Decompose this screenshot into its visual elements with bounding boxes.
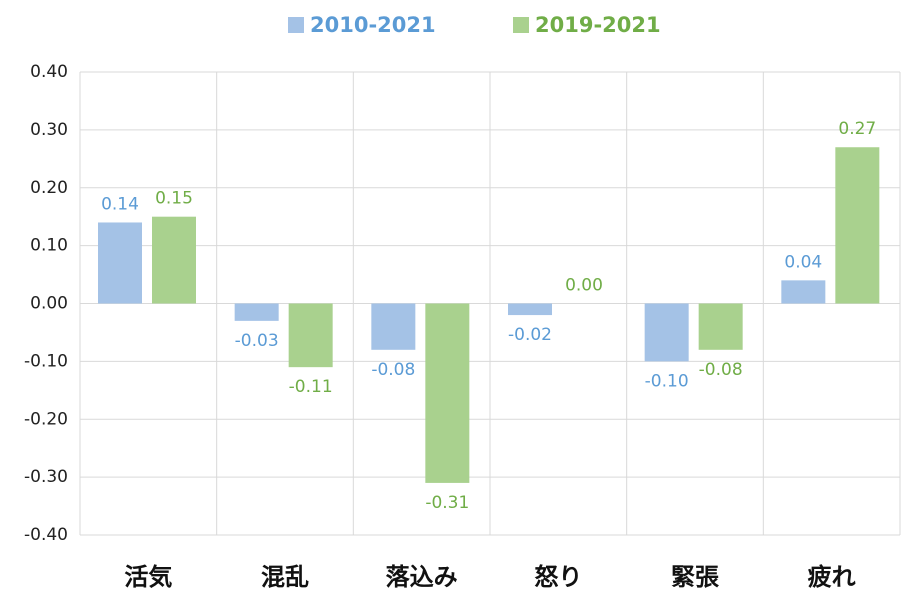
y-tick-label: 0.10 — [30, 236, 68, 256]
legend-swatch — [513, 17, 529, 33]
y-tick-label: -0.40 — [24, 525, 68, 545]
y-tick-label: -0.20 — [24, 409, 68, 429]
y-tick-label: 0.30 — [30, 120, 68, 140]
bar — [98, 222, 142, 304]
value-label: -0.02 — [508, 325, 552, 345]
legend-swatch — [288, 17, 304, 33]
x-tick-label: 混乱 — [261, 563, 309, 590]
value-label: 0.14 — [101, 194, 139, 214]
bar — [508, 303, 552, 316]
bar — [371, 303, 416, 350]
value-label: -0.08 — [699, 360, 743, 380]
value-label: -0.03 — [235, 331, 279, 351]
bar — [425, 303, 470, 483]
y-tick-label: 0.40 — [30, 62, 68, 82]
bar — [781, 280, 826, 304]
bar — [644, 303, 689, 362]
value-label: -0.11 — [289, 377, 333, 397]
value-label: 0.00 — [565, 276, 603, 296]
value-label: -0.10 — [645, 371, 689, 391]
value-label: 0.15 — [155, 189, 193, 209]
x-tick-label: 落込み — [386, 563, 458, 590]
x-tick-label: 怒り — [534, 563, 582, 590]
y-tick-label: -0.30 — [24, 467, 68, 487]
bar — [152, 216, 196, 304]
y-tick-label: -0.10 — [24, 351, 68, 371]
bar — [288, 303, 333, 368]
value-label: 0.04 — [784, 252, 822, 272]
bar — [698, 303, 743, 350]
y-tick-label: 0.00 — [30, 294, 68, 314]
y-tick-label: 0.20 — [30, 178, 68, 198]
bar — [835, 147, 880, 304]
legend-label: 2010-2021 — [310, 13, 436, 37]
x-tick-label: 緊張 — [671, 563, 720, 590]
value-label: 0.27 — [838, 119, 876, 139]
value-label: -0.08 — [371, 360, 415, 380]
legend-label: 2019-2021 — [535, 13, 661, 37]
value-label: -0.31 — [425, 493, 469, 513]
x-tick-label: 活気 — [124, 563, 172, 590]
bar — [234, 303, 279, 321]
x-tick-label: 疲れ — [808, 563, 856, 590]
